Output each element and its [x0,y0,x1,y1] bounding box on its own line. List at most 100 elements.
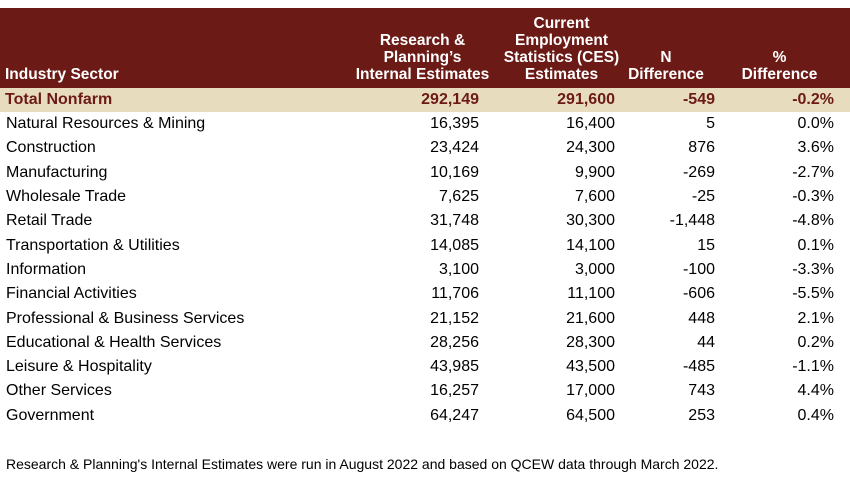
sector-cell: Government [6,406,95,424]
internal-estimate-cell: 16,257 [430,382,479,400]
table-row: Professional & Business Services 21,152 … [0,306,850,330]
header-internal-estimates: Research & Planning’s Internal Estimates [345,8,500,88]
internal-estimate-cell: 14,085 [430,236,479,254]
header-line: Estimates [524,66,599,83]
ces-estimate-cell: 24,300 [566,139,615,157]
header-line: Difference [628,66,704,83]
table-row: Construction 23,424 24,300 876 3.6% [0,136,850,160]
percent-difference-cell: 0.0% [797,115,834,133]
ces-estimate-cell: 9,900 [574,163,615,181]
n-difference-cell: 876 [688,139,715,157]
sector-cell: Educational & Health Services [6,333,222,351]
internal-estimate-cell: 7,625 [438,188,479,206]
percent-difference-cell: 0.4% [797,406,834,424]
percent-difference-cell: 2.1% [797,309,834,327]
ces-estimate-cell: 17,000 [566,382,615,400]
footnote: Research & Planning's Internal Estimates… [6,456,719,472]
internal-estimate-cell: 31,748 [430,212,479,230]
ces-estimate-cell: 291,600 [557,91,615,108]
header-row: Industry Sector Research & Planning’s In… [0,8,850,88]
header-line: N [660,49,672,66]
n-difference-cell: 15 [697,236,715,254]
sector-cell: Transportation & Utilities [6,236,180,254]
ces-estimate-cell: 7,600 [574,188,615,206]
percent-difference-cell: -1.1% [792,358,834,376]
internal-estimate-cell: 11,706 [431,285,479,303]
percent-difference-cell: -4.8% [792,212,834,230]
table-row: Natural Resources & Mining 16,395 16,400… [0,112,850,136]
percent-difference-cell: 3.6% [797,139,834,157]
internal-estimate-cell: 21,152 [430,309,479,327]
table-row: Educational & Health Services 28,256 28,… [0,331,850,355]
header-line: Employment [514,32,608,49]
header-n-difference: N Difference [623,8,723,88]
percent-difference-cell: -3.3% [792,260,834,278]
n-difference-cell: -269 [682,163,715,181]
sector-cell: Total Nonfarm [5,91,113,108]
n-difference-cell: -25 [691,188,715,206]
table-row: Information 3,100 3,000 -100 -3.3% [0,258,850,282]
ces-estimate-cell: 64,500 [566,406,615,424]
header-label: Industry Sector [5,66,119,83]
n-difference-cell: -485 [682,358,715,376]
percent-difference-cell: -0.3% [792,188,834,206]
header-percent-difference: % Difference [723,8,850,88]
employment-estimates-table: Industry Sector Research & Planning’s In… [0,8,850,428]
table-row: Manufacturing 10,169 9,900 -269 -2.7% [0,161,850,185]
sector-cell: Retail Trade [6,212,93,230]
table-row: Wholesale Trade 7,625 7,600 -25 -0.3% [0,185,850,209]
n-difference-cell: -100 [682,260,715,278]
percent-difference-cell: -5.5% [792,285,834,303]
header-ces-estimates: Current Employment Statistics (CES) Esti… [500,8,623,88]
n-difference-cell: 44 [697,333,715,351]
header-line: Difference [741,66,818,83]
header-line: Statistics (CES) [503,49,620,66]
internal-estimate-cell: 10,169 [430,163,479,181]
sector-cell: Manufacturing [6,163,108,181]
header-line: Planning’s [383,49,462,66]
header-line: % [772,49,787,66]
header-line: Internal Estimates [355,66,490,83]
table-row: Leisure & Hospitality 43,985 43,500 -485… [0,355,850,379]
sector-cell: Information [6,260,87,278]
ces-estimate-cell: 30,300 [566,212,615,230]
percent-difference-cell: 0.1% [797,236,834,254]
ces-estimate-cell: 3,000 [574,260,615,278]
percent-difference-cell: -0.2% [792,91,834,108]
sector-cell: Other Services [6,382,112,400]
percent-difference-cell: 0.2% [797,333,834,351]
internal-estimate-cell: 43,985 [430,358,479,376]
n-difference-cell: -606 [682,285,715,303]
table-body: Total Nonfarm 292,149 291,600 -549 -0.2%… [0,88,850,428]
table-row: Financial Activities 11,706 11,100 -606 … [0,282,850,306]
n-difference-cell: -549 [682,91,715,108]
ces-estimate-cell: 21,600 [566,309,615,327]
internal-estimate-cell: 64,247 [430,406,479,424]
n-difference-cell: -1,448 [669,212,715,230]
n-difference-cell: 5 [706,115,715,133]
ces-estimate-cell: 16,400 [566,115,615,133]
total-nonfarm-row: Total Nonfarm 292,149 291,600 -549 -0.2% [0,88,850,112]
ces-estimate-cell: 28,300 [566,333,615,351]
sector-cell: Wholesale Trade [6,188,127,206]
n-difference-cell: 448 [688,309,715,327]
sector-cell: Professional & Business Services [6,309,245,327]
table-row: Retail Trade 31,748 30,300 -1,448 -4.8% [0,209,850,233]
table-row: Other Services 16,257 17,000 743 4.4% [0,379,850,403]
internal-estimate-cell: 28,256 [430,333,479,351]
table-row: Transportation & Utilities 14,085 14,100… [0,233,850,257]
sector-cell: Financial Activities [6,285,137,303]
ces-estimate-cell: 14,100 [566,236,615,254]
n-difference-cell: 253 [688,406,715,424]
ces-estimate-cell: 43,500 [566,358,615,376]
sector-cell: Leisure & Hospitality [6,358,152,376]
internal-estimate-cell: 23,424 [430,139,479,157]
sector-cell: Natural Resources & Mining [6,115,206,133]
ces-estimate-cell: 11,100 [567,285,615,303]
table-header: Industry Sector Research & Planning’s In… [0,8,850,88]
header-industry-sector: Industry Sector [0,8,345,88]
header-line: Research & [379,32,466,49]
table-row: Government 64,247 64,500 253 0.4% [0,404,850,428]
internal-estimate-cell: 292,149 [421,91,479,108]
internal-estimate-cell: 3,100 [438,260,479,278]
